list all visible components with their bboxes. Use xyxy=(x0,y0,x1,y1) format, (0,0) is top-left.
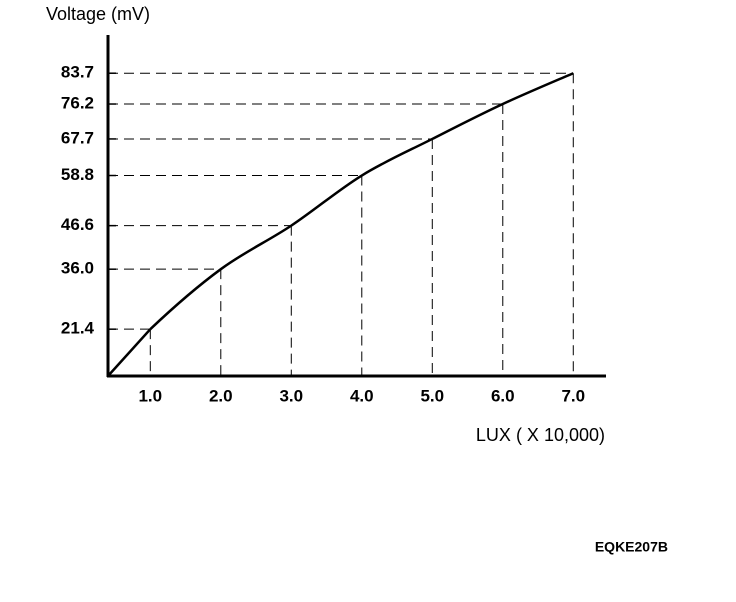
curve xyxy=(149,72,574,331)
x-tick-label: 3.0 xyxy=(279,386,303,405)
x-tick-label: 7.0 xyxy=(561,386,585,405)
y-tick-label: 36.0 xyxy=(61,259,94,278)
y-tick-label: 46.6 xyxy=(61,215,94,234)
y-tick-label: 21.4 xyxy=(61,319,95,338)
figure-code: EQKE207B xyxy=(595,539,668,555)
y-tick-label: 67.7 xyxy=(61,128,94,147)
y-tick-label: 83.7 xyxy=(61,63,94,82)
x-tick-label: 1.0 xyxy=(138,386,162,405)
y-tick-label: 76.2 xyxy=(61,94,94,113)
x-tick-label: 2.0 xyxy=(209,386,233,405)
curve-start xyxy=(107,328,152,377)
x-tick-label: 6.0 xyxy=(491,386,515,405)
y-tick-label: 58.8 xyxy=(61,165,94,184)
x-tick-label: 5.0 xyxy=(420,386,444,405)
x-axis-title: LUX ( X 10,000) xyxy=(476,425,605,445)
y-axis-title: Voltage (mV) xyxy=(46,4,150,24)
x-tick-label: 4.0 xyxy=(350,386,374,405)
